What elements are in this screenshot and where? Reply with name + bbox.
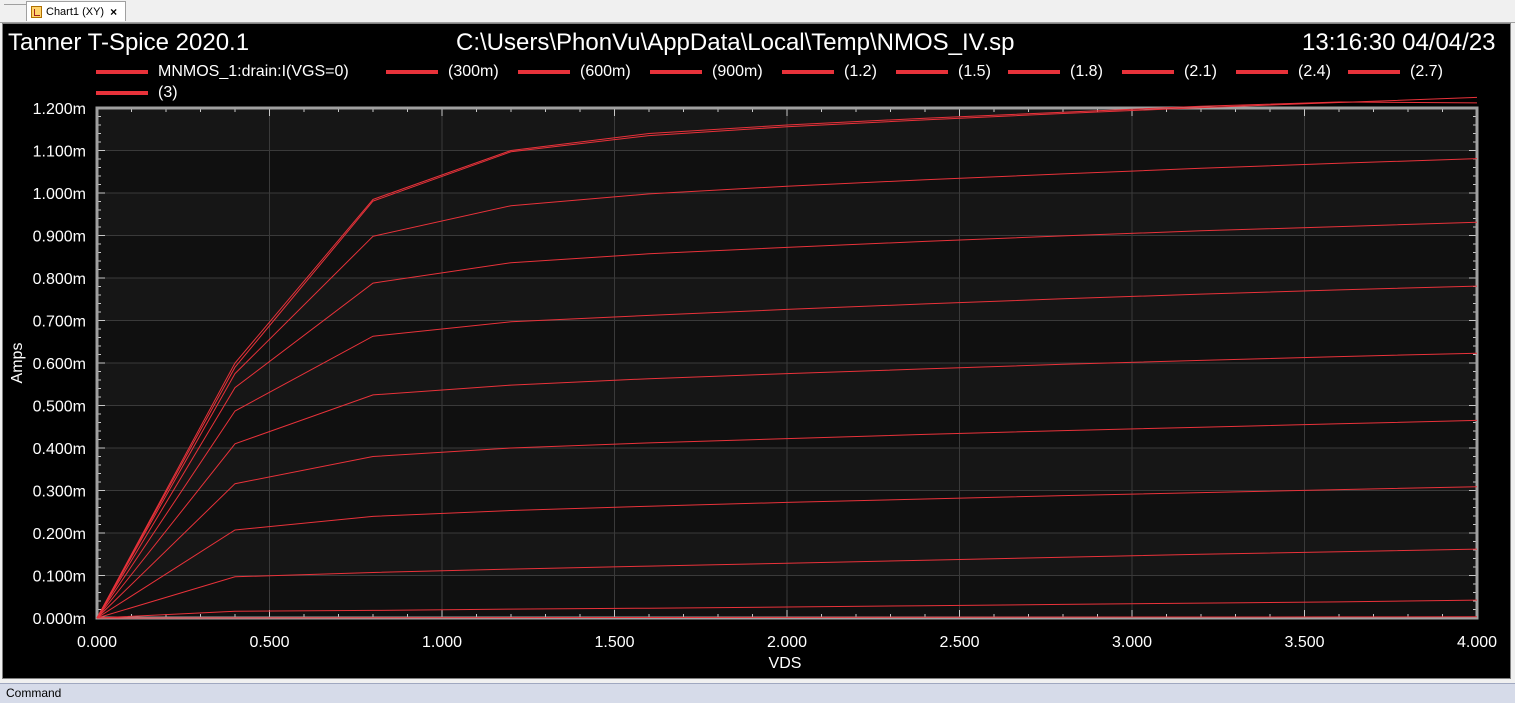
tab-label: Chart1 (XY) <box>46 5 105 18</box>
legend-swatch <box>896 70 948 74</box>
legend-label: (1.5) <box>958 63 991 80</box>
tab-corner <box>4 4 26 23</box>
legend-swatch <box>782 70 834 74</box>
chart-document-icon <box>31 5 42 18</box>
legend-swatch <box>96 70 148 74</box>
legend-swatch <box>1122 70 1174 74</box>
legend-item[interactable]: (2.1) <box>1122 63 1217 80</box>
legend-label: (600m) <box>580 63 631 80</box>
legend-item[interactable]: (900m) <box>650 63 763 80</box>
chart-header-app: Tanner T-Spice 2020.1 <box>8 29 250 56</box>
legend-item[interactable]: (2.7) <box>1348 63 1443 80</box>
legend-label: (2.7) <box>1410 63 1443 80</box>
legend-item[interactable]: (300m) <box>386 63 499 80</box>
legend-item[interactable]: (600m) <box>518 63 631 80</box>
legend-swatch <box>518 70 570 74</box>
legend-swatch <box>96 91 148 95</box>
legend-label: (1.2) <box>844 63 877 80</box>
legend-swatch <box>1348 70 1400 74</box>
close-icon[interactable]: × <box>110 4 118 19</box>
legend-item[interactable]: (1.8) <box>1008 63 1103 80</box>
legend-item[interactable]: (2.4) <box>1236 63 1331 80</box>
legend-label: (900m) <box>712 63 763 80</box>
command-label: Command <box>6 686 62 700</box>
legend-label: (300m) <box>448 63 499 80</box>
legend-item[interactable]: (1.5) <box>896 63 991 80</box>
legend-label: (2.4) <box>1298 63 1331 80</box>
legend-swatch <box>1236 70 1288 74</box>
legend-item[interactable]: (3) <box>96 84 178 101</box>
chart-frame <box>2 23 1511 679</box>
chart-header-file: C:\Users\PhonVu\AppData\Local\Temp\NMOS_… <box>456 29 1015 56</box>
legend-swatch <box>1008 70 1060 74</box>
legend-swatch <box>386 70 438 74</box>
legend-label: (1.8) <box>1070 63 1103 80</box>
chart-header-timestamp: 13:16:30 04/04/23 <box>1302 29 1496 56</box>
legend-item[interactable]: MNMOS_1:drain:I(VGS=0) <box>96 63 349 80</box>
legend-label: (2.1) <box>1184 63 1217 80</box>
command-bar[interactable]: Command <box>0 683 1515 703</box>
legend-label: MNMOS_1:drain:I(VGS=0) <box>158 63 349 80</box>
tab-bar: Chart1 (XY) × <box>0 0 1515 23</box>
tab-chart1[interactable]: Chart1 (XY) × <box>26 1 126 21</box>
legend-swatch <box>650 70 702 74</box>
legend-item[interactable]: (1.2) <box>782 63 877 80</box>
legend-label: (3) <box>158 84 178 101</box>
